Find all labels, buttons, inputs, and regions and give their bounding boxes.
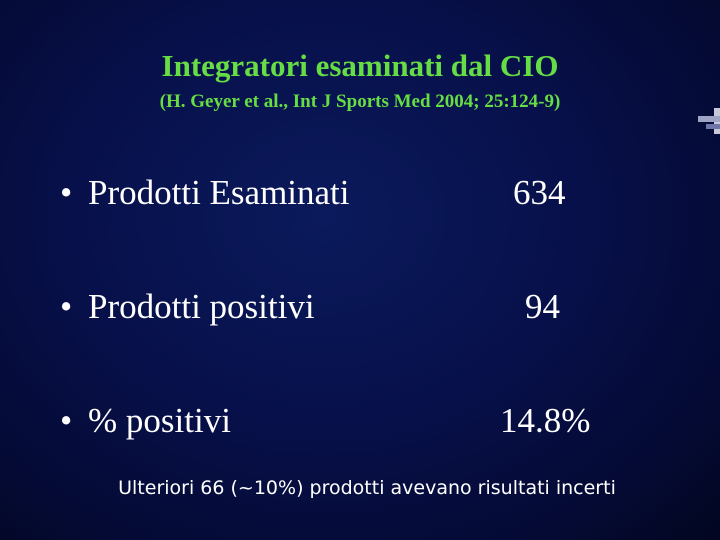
slide-subtitle-citation: (H. Geyer et al., Int J Sports Med 2004;…: [159, 91, 561, 112]
bullet-icon: •: [60, 173, 73, 212]
corner-bar: [706, 124, 720, 129]
stat-row-percent-positive: • % positivi 14.8%: [60, 396, 660, 446]
stat-row-examined: • Prodotti Esaminati 634: [60, 168, 660, 218]
bullet-icon: •: [60, 401, 73, 440]
stat-row-positive: • Prodotti positivi 94: [60, 282, 660, 332]
stat-label: % positivi: [88, 401, 231, 440]
stat-value: 634: [513, 173, 566, 212]
footnote-text: Ulteriori 66 (~10%) prodotti avevano ris…: [118, 477, 616, 499]
bullet-icon: •: [60, 287, 73, 326]
stat-value: 14.8%: [500, 401, 591, 440]
footnote: Ulteriori 66 (~10%) prodotti avevano ris…: [0, 474, 720, 502]
corner-bar: [698, 116, 720, 122]
stat-value: 94: [525, 287, 560, 326]
slide-title: Integratori esaminati dal CIO: [161, 48, 559, 83]
corner-decoration: [692, 108, 720, 134]
stat-label: Prodotti Esaminati: [88, 173, 350, 212]
stat-label: Prodotti positivi: [88, 287, 315, 326]
